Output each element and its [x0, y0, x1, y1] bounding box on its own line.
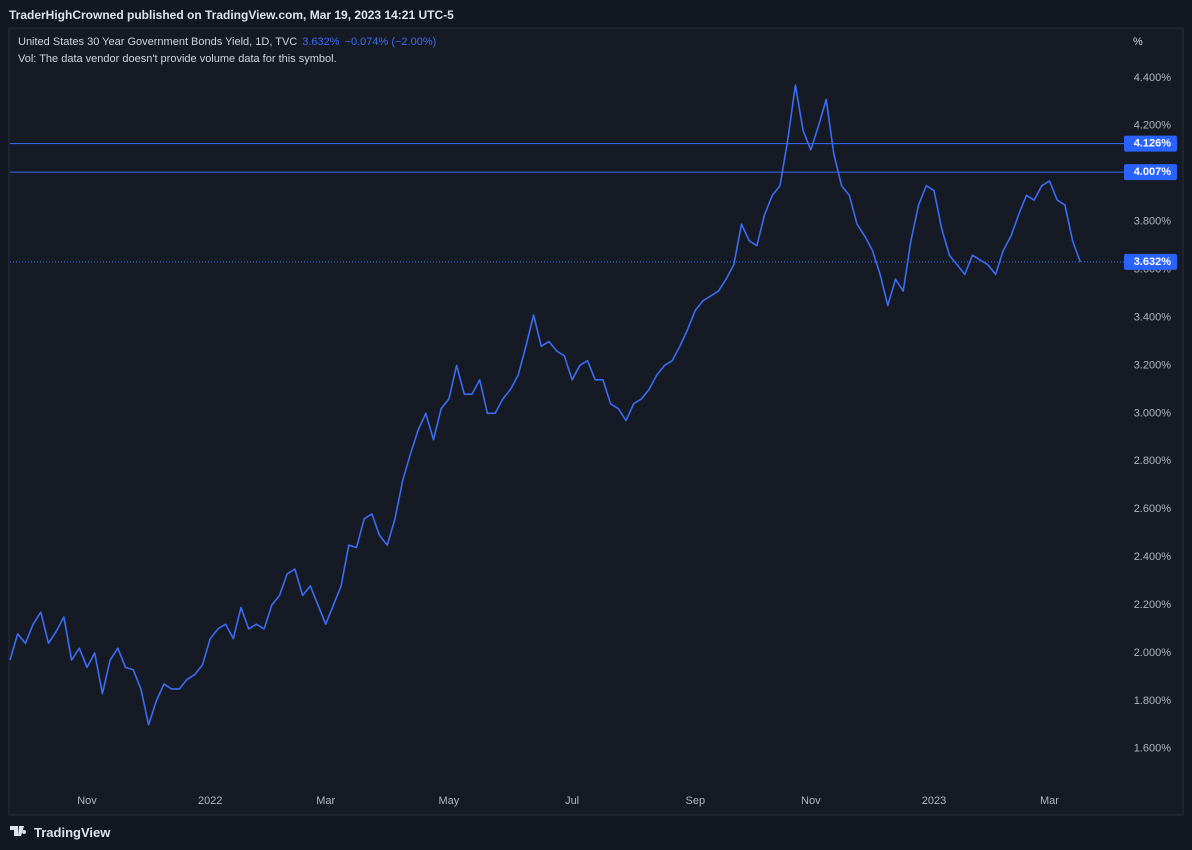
price-label-box [1124, 253, 1177, 270]
y-tick-label: 3.400% [1134, 311, 1172, 323]
y-tick-label: 2.600% [1134, 503, 1172, 515]
chart-panel [8, 27, 1184, 816]
y-tick-label: 1.800% [1134, 695, 1172, 707]
legend-last: 3.632% [302, 36, 340, 48]
price-label: 3.632% [1134, 256, 1172, 268]
x-tick-label: Mar [316, 795, 335, 807]
y-tick-label: 3.000% [1134, 407, 1172, 419]
y-tick-label: 4.200% [1134, 120, 1172, 132]
x-tick-label: 2023 [922, 795, 946, 807]
publisher-note: TraderHighCrowned published on TradingVi… [9, 8, 454, 22]
y-tick-label: 2.800% [1134, 455, 1172, 467]
x-tick-label: Nov [801, 795, 821, 807]
price-label-box [1124, 135, 1177, 152]
legend: United States 30 Year Government Bonds Y… [18, 36, 436, 48]
brand-logo [10, 826, 27, 836]
x-tick-label: Jul [565, 795, 579, 807]
x-tick-label: Sep [686, 795, 706, 807]
price-label: 4.126% [1134, 137, 1172, 149]
x-tick-label: May [439, 795, 460, 807]
y-tick-label: 4.400% [1134, 72, 1172, 84]
x-tick-label: 2022 [198, 795, 222, 807]
y-tick-label: 1.600% [1134, 743, 1172, 755]
y-tick-label: 2.000% [1134, 647, 1172, 659]
volume-note: Vol: The data vendor doesn't provide vol… [18, 53, 337, 65]
brand: TradingView [34, 825, 111, 840]
price-label: 4.007% [1134, 166, 1172, 178]
legend-name: United States 30 Year Government Bonds Y… [18, 36, 298, 48]
price-label-box [1124, 164, 1177, 181]
line-series [9, 84, 1082, 726]
x-tick-label: Mar [1040, 795, 1059, 807]
y-tick-label: 2.400% [1134, 551, 1172, 563]
unit: % [1133, 36, 1143, 48]
y-tick-label: 3.800% [1134, 216, 1172, 228]
legend-change: −0.074% (−2.00%) [344, 36, 437, 48]
x-tick-label: Nov [77, 795, 97, 807]
y-tick-label: 3.200% [1134, 359, 1172, 371]
y-tick-label: 2.200% [1134, 599, 1172, 611]
